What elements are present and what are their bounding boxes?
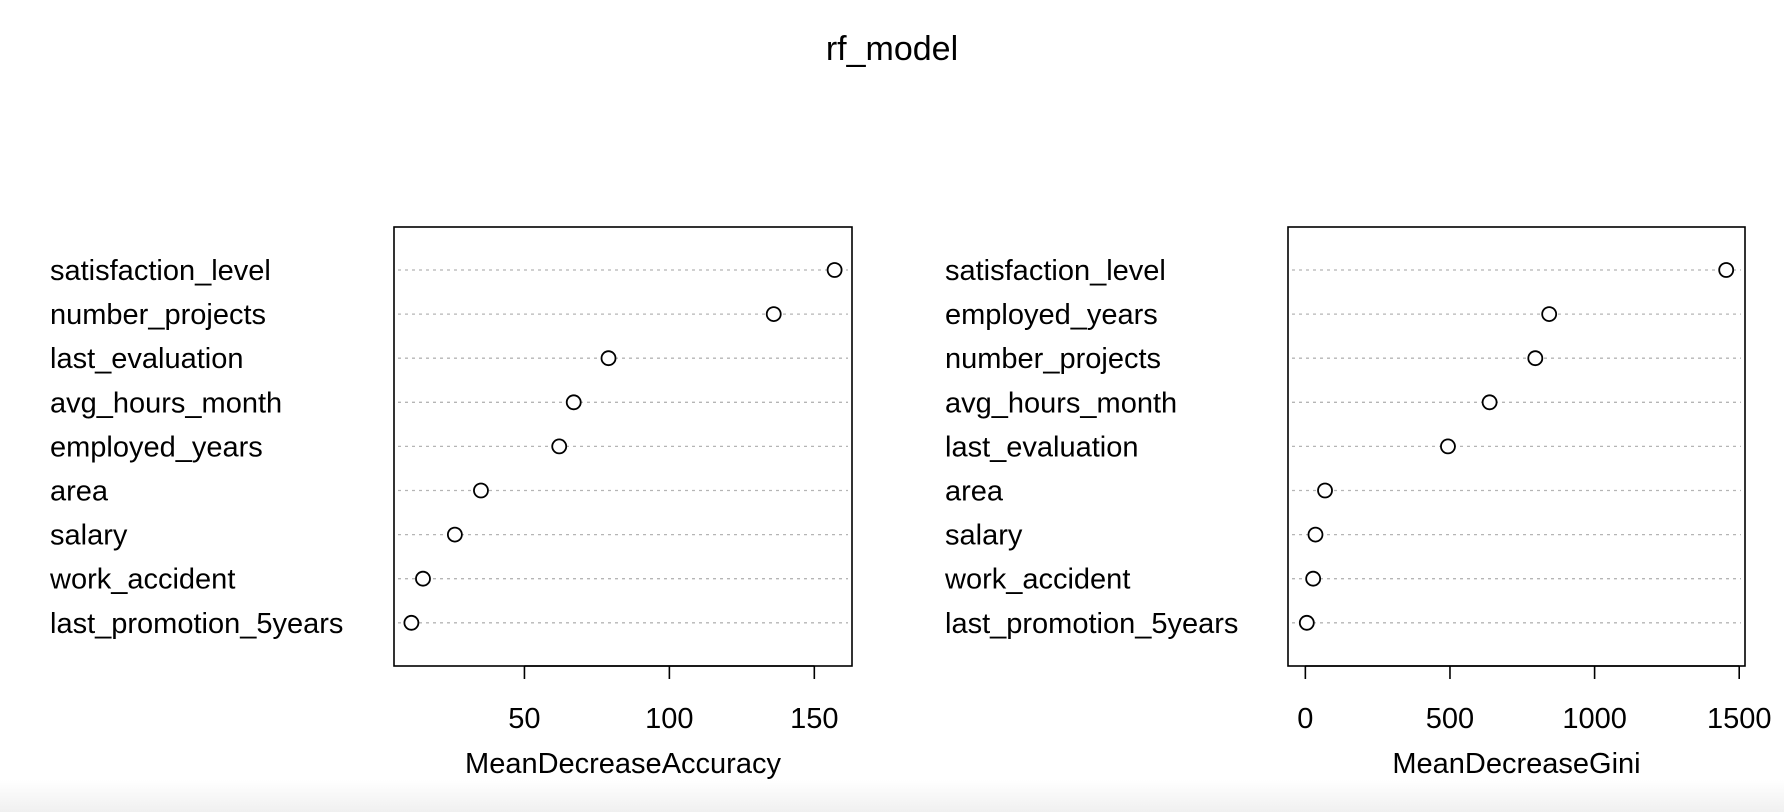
row-label: last_evaluation bbox=[50, 343, 243, 375]
row-label: satisfaction_level bbox=[50, 255, 271, 287]
row-label: satisfaction_level bbox=[945, 255, 1166, 287]
row-label: last_promotion_5years bbox=[50, 608, 343, 640]
data-point bbox=[415, 570, 431, 587]
x-tick-label: 50 bbox=[508, 703, 540, 735]
bottom-shadow bbox=[0, 780, 1784, 812]
row-label: avg_hours_month bbox=[50, 387, 282, 419]
row-label: avg_hours_month bbox=[945, 387, 1177, 419]
data-point bbox=[1440, 438, 1456, 455]
x-axis-label: MeanDecreaseAccuracy bbox=[465, 748, 781, 780]
x-tick-label: 150 bbox=[790, 703, 838, 735]
chart-title: rf_model bbox=[825, 30, 959, 68]
row-label: area bbox=[50, 476, 109, 508]
data-point bbox=[1305, 570, 1322, 587]
x-tick-label: 100 bbox=[645, 703, 693, 735]
x-tick-label: 1500 bbox=[1707, 703, 1772, 735]
row-label: employed_years bbox=[945, 299, 1158, 331]
data-point bbox=[473, 482, 489, 499]
data-point bbox=[1527, 350, 1544, 367]
data-point bbox=[551, 438, 568, 455]
data-point bbox=[1298, 614, 1315, 631]
row-label: salary bbox=[50, 520, 128, 552]
data-point bbox=[1541, 306, 1558, 323]
x-axis-label: MeanDecreaseGini bbox=[1392, 748, 1640, 780]
x-tick-label: 500 bbox=[1426, 703, 1474, 735]
row-label: employed_years bbox=[50, 431, 263, 463]
row-label: work_accident bbox=[49, 564, 235, 596]
row-label: number_projects bbox=[945, 343, 1161, 375]
row-label: last_promotion_5years bbox=[945, 608, 1238, 640]
data-point bbox=[1317, 482, 1333, 499]
x-tick-label: 1000 bbox=[1562, 703, 1627, 735]
data-point bbox=[765, 306, 782, 323]
data-point bbox=[446, 526, 463, 543]
data-point bbox=[403, 614, 420, 631]
row-label: last_evaluation bbox=[945, 431, 1138, 463]
accuracy-panel: satisfaction_level number_projects last_ev… bbox=[49, 226, 853, 780]
data-point bbox=[1718, 262, 1735, 278]
data-point bbox=[826, 262, 843, 278]
row-label: area bbox=[945, 476, 1004, 508]
x-tick-label: 0 bbox=[1297, 703, 1313, 735]
data-point bbox=[1481, 394, 1498, 411]
gini-panel: satisfaction_level employed_years number_p… bbox=[944, 226, 1772, 780]
row-label: salary bbox=[945, 520, 1023, 552]
data-point bbox=[1307, 526, 1324, 543]
row-label: work_accident bbox=[944, 564, 1130, 596]
data-point bbox=[600, 350, 617, 367]
row-label: number_projects bbox=[50, 299, 266, 331]
data-point bbox=[565, 394, 582, 411]
